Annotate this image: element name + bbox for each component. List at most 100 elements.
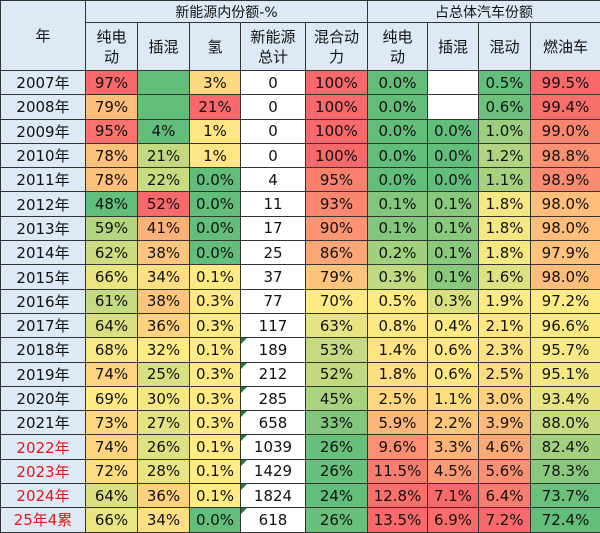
cell-text: 82.4% — [542, 438, 590, 456]
value-cell: 0.0% — [190, 508, 241, 532]
value-cell: 1824 — [241, 484, 306, 508]
cell-text: 0.0% — [378, 98, 416, 116]
value-cell: 78% — [86, 143, 138, 167]
value-cell: 1.1% — [428, 386, 479, 410]
value-cell: 1.8% — [368, 362, 428, 386]
value-cell: 0.0% — [368, 168, 428, 192]
value-cell: 0.0% — [190, 192, 241, 216]
value-cell: 26% — [306, 435, 368, 459]
value-cell: 3.3% — [428, 435, 479, 459]
value-cell: 73.7% — [531, 484, 600, 508]
value-cell: 78.3% — [531, 459, 600, 483]
cell-text: 77 — [263, 292, 282, 310]
cell-text: 1.8% — [485, 244, 523, 262]
value-cell: 63% — [306, 313, 368, 337]
cell-text: 1.8% — [378, 365, 416, 383]
value-cell: 0.3% — [428, 289, 479, 313]
cell-text: 79% — [95, 98, 128, 116]
value-cell: 21% — [138, 143, 190, 167]
value-cell: 1.9% — [479, 289, 531, 313]
value-cell: 95.7% — [531, 338, 600, 362]
cell-text: 1.0% — [485, 122, 523, 140]
cell-text: 11 — [263, 195, 282, 213]
cell-text: 0.3% — [378, 268, 416, 286]
value-cell: 88.0% — [531, 411, 600, 435]
cell-text: 97.2% — [542, 292, 590, 310]
cell-text: 4.6% — [485, 438, 523, 456]
value-cell: 17 — [241, 216, 306, 240]
cell-text: 0.2% — [378, 244, 416, 262]
cell-text: 117 — [259, 317, 288, 335]
column-header: 混动 — [479, 23, 531, 71]
cell-text: 68% — [95, 341, 128, 359]
value-cell: 99.0% — [531, 119, 600, 143]
cell-text: 52% — [320, 365, 353, 383]
cell-text: 0.1% — [434, 195, 472, 213]
cell-text: 0.0% — [196, 244, 234, 262]
value-cell: 26% — [138, 435, 190, 459]
column-header: 插混 — [428, 23, 479, 71]
header-group-nev-share: 新能源内份额-% — [86, 1, 368, 23]
cell-text: 59% — [95, 219, 128, 237]
value-cell: 45% — [306, 386, 368, 410]
year-cell: 25年4累 — [1, 508, 86, 532]
cell-text: 36% — [147, 317, 180, 335]
value-cell: 1.2% — [479, 143, 531, 167]
value-cell: 30% — [138, 386, 190, 410]
value-cell: 41% — [138, 216, 190, 240]
value-cell: 0.0% — [428, 143, 479, 167]
value-cell: 0.8% — [368, 313, 428, 337]
cell-text: 21% — [198, 98, 231, 116]
value-cell: 26% — [306, 508, 368, 532]
cell-text: 0.1% — [196, 487, 234, 505]
cell-text: 78% — [95, 171, 128, 189]
value-cell: 9.6% — [368, 435, 428, 459]
cell-text: 6.4% — [485, 487, 523, 505]
cell-text: 100% — [315, 74, 358, 92]
cell-text: 24% — [320, 487, 353, 505]
year-cell: 2011年 — [1, 168, 86, 192]
cell-text: 11.5% — [374, 462, 422, 480]
value-cell: 0.3% — [190, 289, 241, 313]
cell-text: 1% — [203, 122, 227, 140]
cell-text: 21% — [147, 147, 180, 165]
cell-text: 38% — [147, 292, 180, 310]
value-cell: 6.4% — [479, 484, 531, 508]
value-cell: 52% — [306, 362, 368, 386]
cell-text: 95% — [320, 171, 353, 189]
value-cell: 13.5% — [368, 508, 428, 532]
cell-text: 41% — [147, 219, 180, 237]
value-cell — [138, 95, 190, 119]
cell-text: 0.5% — [485, 74, 523, 92]
cell-text: 72% — [95, 462, 128, 480]
cell-text: 7.1% — [434, 487, 472, 505]
value-cell: 59% — [86, 216, 138, 240]
year-cell: 2023年 — [1, 459, 86, 483]
cell-text: 26% — [320, 462, 353, 480]
cell-text: 61% — [95, 292, 128, 310]
cell-text: 98.8% — [542, 147, 590, 165]
cell-text: 69% — [95, 390, 128, 408]
value-cell: 79% — [86, 95, 138, 119]
cell-text: 0.6% — [434, 341, 472, 359]
cell-text: 9.6% — [378, 438, 416, 456]
cell-text: 28% — [147, 462, 180, 480]
value-cell: 25% — [138, 362, 190, 386]
cell-text: 0.1% — [196, 438, 234, 456]
cell-text: 62% — [95, 244, 128, 262]
cell-text: 86% — [320, 244, 353, 262]
value-cell: 1429 — [241, 459, 306, 483]
cell-text: 0.0% — [378, 171, 416, 189]
cell-text: 0.0% — [378, 122, 416, 140]
value-cell: 0 — [241, 71, 306, 95]
value-cell: 0.3% — [190, 411, 241, 435]
value-cell: 33% — [306, 411, 368, 435]
cell-text: 66% — [95, 511, 128, 529]
year-cell: 2017年 — [1, 313, 86, 337]
value-cell: 97% — [86, 71, 138, 95]
